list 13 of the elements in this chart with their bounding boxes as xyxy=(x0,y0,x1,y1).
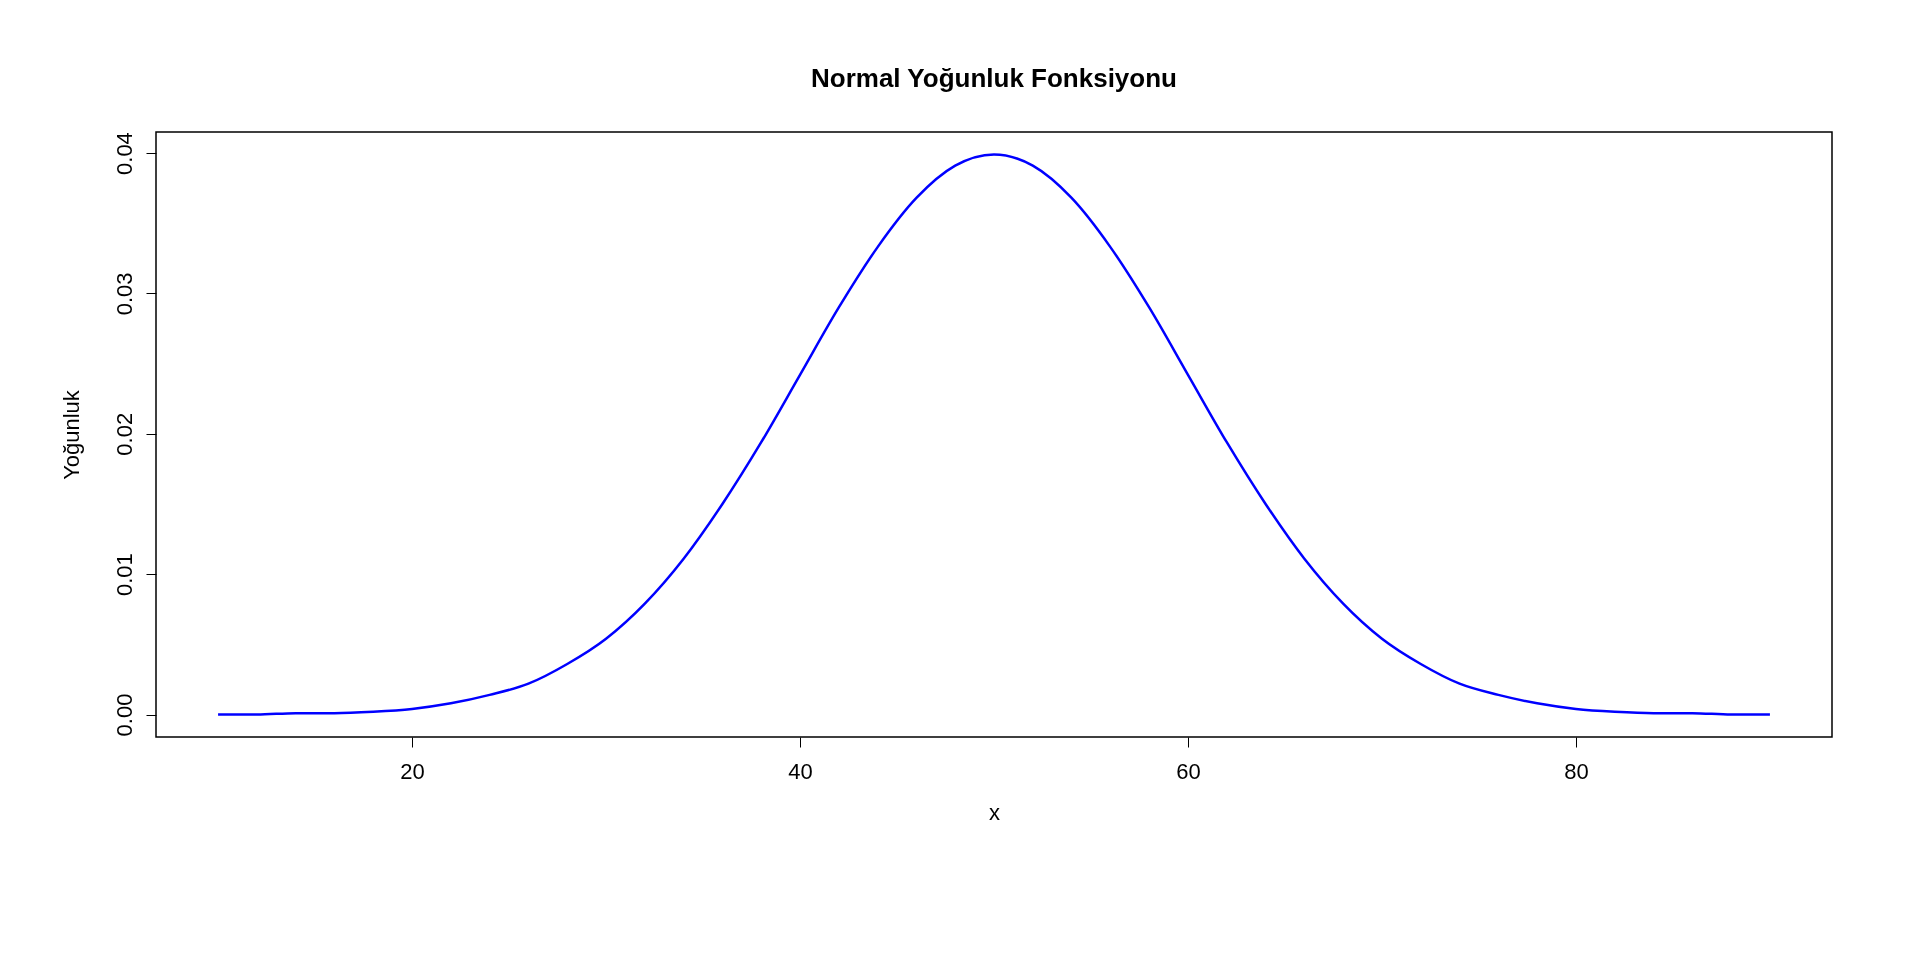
line-series xyxy=(216,153,1772,716)
x-tick-label: 40 xyxy=(788,758,813,784)
x-tick-label: 80 xyxy=(1564,758,1589,784)
chart-title: Normal Yoğunluk Fonksiyonu xyxy=(811,62,1177,93)
x-tick-label: 20 xyxy=(400,758,425,784)
x-tick-label: 60 xyxy=(1176,758,1201,784)
y-tick-label: 0.04 xyxy=(111,132,137,175)
y-axis-title: Yoğunluk xyxy=(58,389,84,480)
x-axis-title: x xyxy=(989,799,1000,825)
y-tick-label: 0.00 xyxy=(111,693,137,737)
y-tick-label: 0.02 xyxy=(111,412,137,456)
y-tick-label: 0.01 xyxy=(111,553,137,597)
y-tick-label: 0.03 xyxy=(111,272,137,316)
